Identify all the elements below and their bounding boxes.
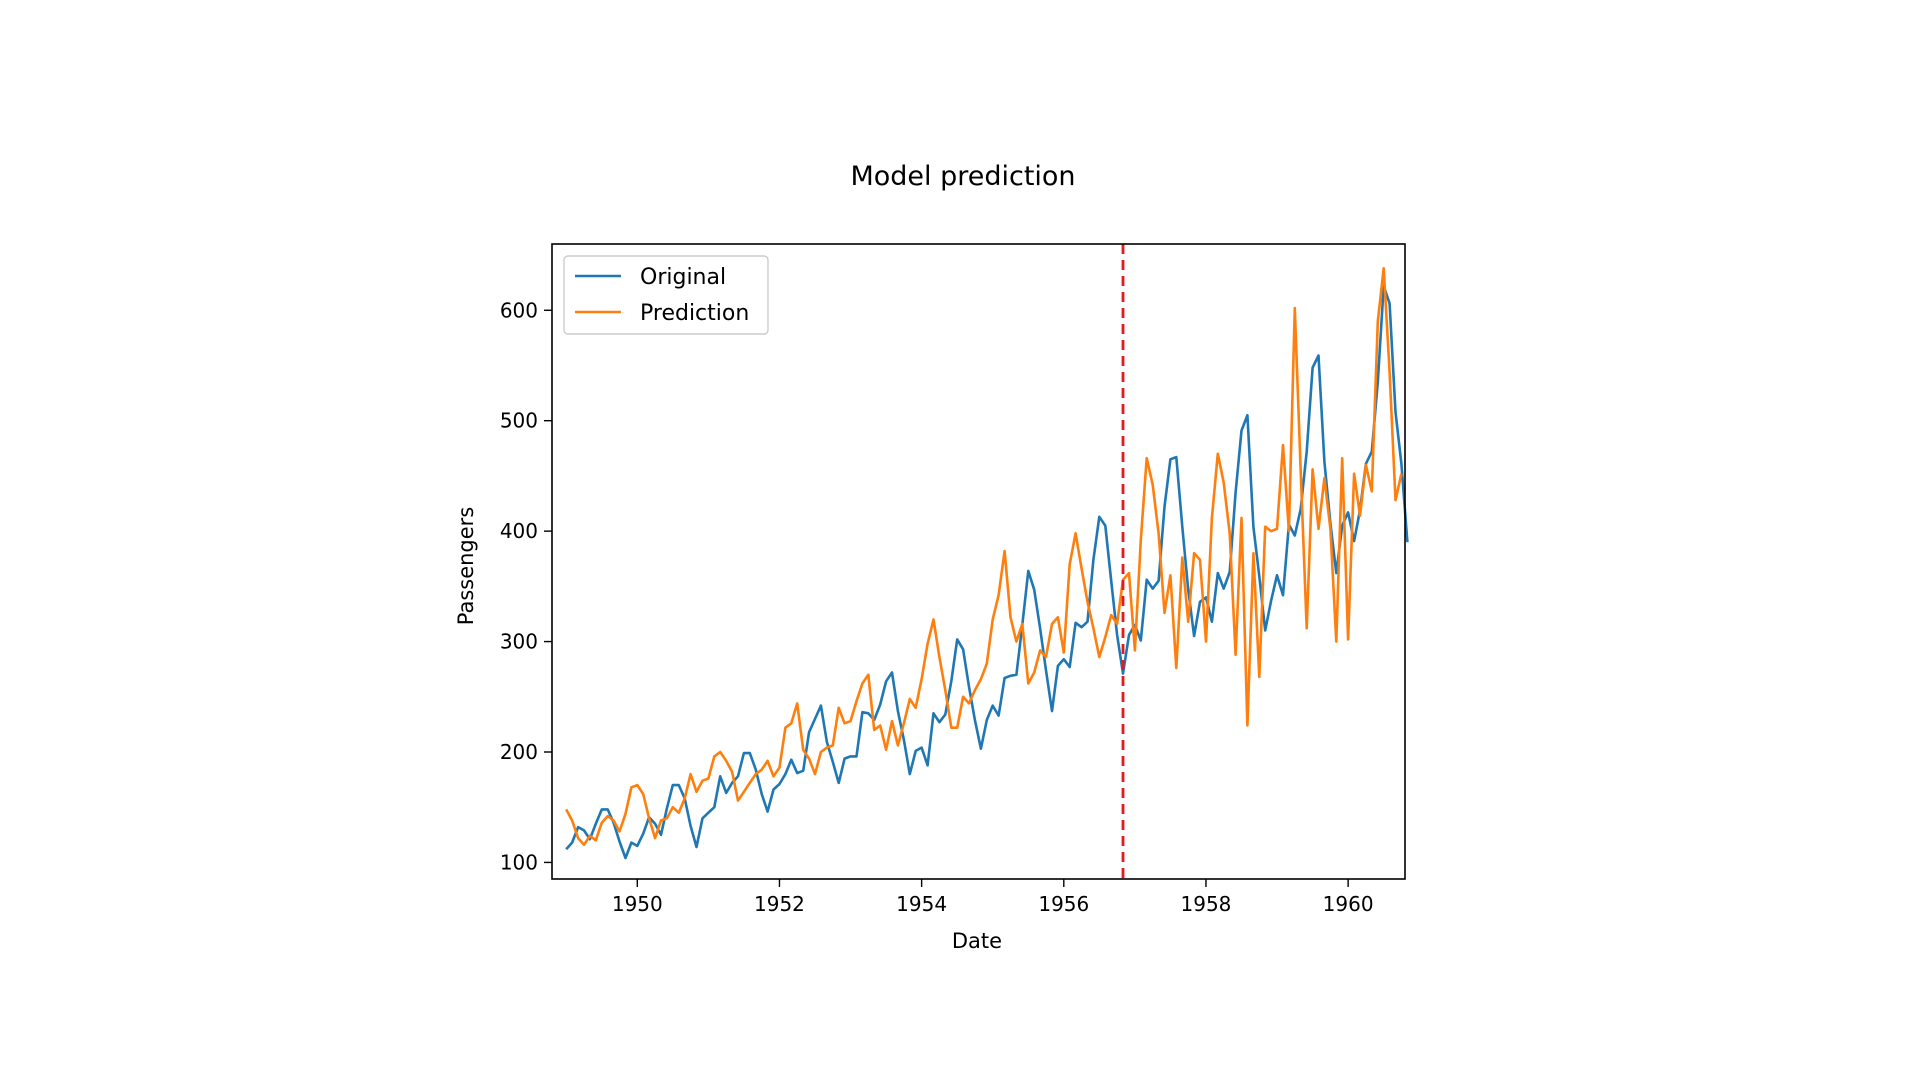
y-tick-label: 600 (500, 298, 538, 322)
x-tick-label: 1960 (1323, 892, 1374, 916)
y-axis-ticks: 100 200 300 400 500 600 (500, 298, 552, 874)
series-line-original (565, 284, 1409, 860)
legend: Original Prediction (563, 255, 769, 335)
axes-frame (551, 243, 1406, 880)
x-tick-label: 1950 (612, 892, 663, 916)
y-tick-label: 100 (500, 850, 538, 874)
x-tick-label: 1952 (754, 892, 805, 916)
series-line-prediction (565, 266, 1403, 847)
chart-title: Model prediction (850, 161, 1075, 192)
y-axis-label: Passengers (454, 507, 478, 626)
y-tick-label: 500 (500, 409, 538, 433)
x-tick-label: 1956 (1038, 892, 1089, 916)
y-tick-label: 400 (500, 519, 538, 543)
legend-label-original: Original (640, 265, 726, 290)
x-tick-label: 1954 (896, 892, 947, 916)
legend-label-prediction: Prediction (640, 301, 749, 326)
y-tick-label: 200 (500, 740, 538, 764)
plot-area (565, 244, 1409, 879)
x-tick-label: 1958 (1181, 892, 1232, 916)
x-axis-ticks: 1950 1952 1954 1956 1958 1960 (612, 879, 1374, 916)
y-tick-label: 300 (500, 630, 538, 654)
x-axis-label: Date (952, 929, 1002, 953)
